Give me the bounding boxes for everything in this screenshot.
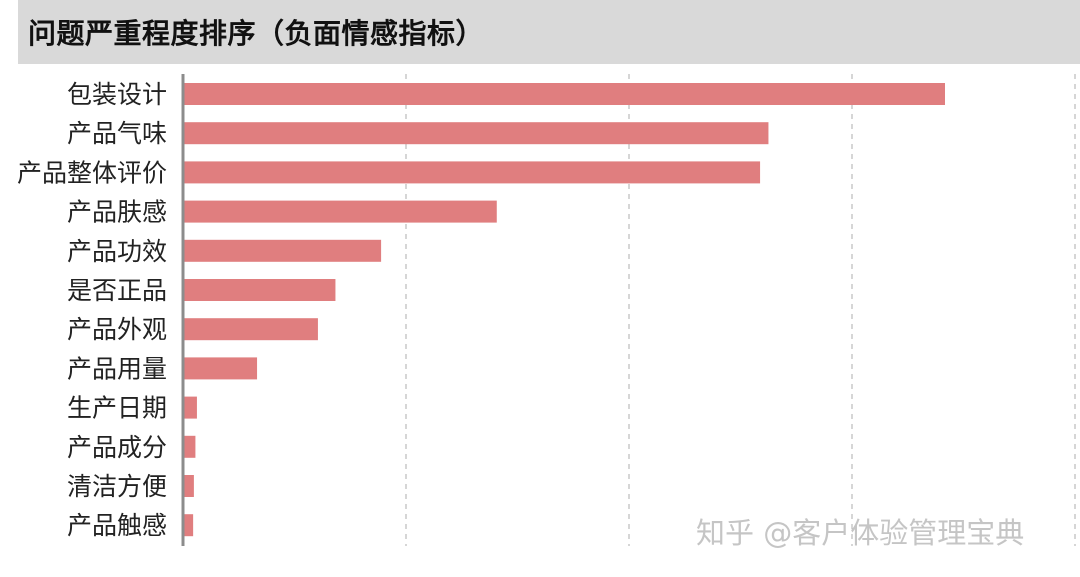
category-label-2: 产品气味	[67, 119, 167, 148]
category-label-12: 产品触感	[67, 511, 167, 540]
watermark-text: 知乎 @客户体验管理宝典	[696, 516, 1025, 550]
bar-1	[184, 83, 945, 105]
category-label-5: 产品功效	[67, 237, 167, 266]
category-label-8: 产品用量	[67, 354, 167, 383]
bar-10	[184, 435, 196, 458]
bar-11	[184, 475, 194, 497]
category-label-4: 产品肤感	[67, 198, 167, 227]
bar-4	[184, 200, 497, 223]
category-label-1: 包装设计	[67, 80, 167, 109]
bar-12	[184, 514, 194, 537]
category-label-7: 产品外观	[67, 315, 167, 344]
chart-title: 问题严重程度排序（负面情感指标）	[28, 17, 485, 50]
category-label-11: 清洁方便	[67, 472, 167, 501]
category-label-10: 产品成分	[67, 433, 167, 462]
category-label-9: 生产日期	[67, 394, 167, 423]
bar-3	[184, 161, 761, 184]
bar-7	[184, 318, 318, 341]
bar-2	[184, 122, 769, 145]
bar-8	[184, 357, 258, 380]
bar-9	[184, 396, 197, 419]
bar-5	[184, 239, 382, 262]
bar-6	[184, 279, 336, 301]
category-label-3: 产品整体评价	[17, 158, 167, 187]
title-bar: 问题严重程度排序（负面情感指标）	[18, 0, 1080, 64]
category-label-6: 是否正品	[67, 276, 167, 305]
